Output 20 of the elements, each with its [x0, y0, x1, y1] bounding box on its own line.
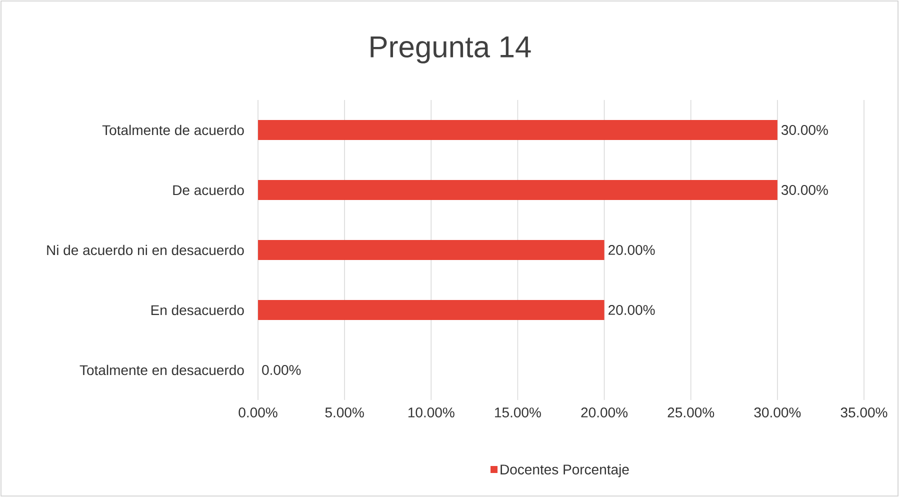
y-tick-label: Totalmente de acuerdo [102, 124, 244, 136]
x-tick-label: 0.00% [238, 408, 278, 418]
y-tick-label: De acuerdo [173, 184, 244, 196]
x-tick-label: 5.00% [325, 408, 364, 418]
data-label: 30.00% [781, 125, 828, 135]
data-label: 20.00% [608, 245, 655, 255]
data-label: 20.00% [608, 305, 655, 315]
y-tick-label: Totalmente en desacuerdo [80, 364, 244, 376]
x-tick-label: 25.00% [668, 408, 714, 418]
data-label: 0.00% [262, 365, 301, 375]
legend-label: Docentes Porcentaje [500, 464, 629, 478]
data-label: 30.00% [781, 185, 828, 195]
x-tick-label: 10.00% [408, 408, 454, 418]
x-tick-label: 30.00% [754, 408, 801, 418]
chart-title: Pregunta 14 [370, 36, 531, 64]
x-tick-label: 35.00% [840, 408, 888, 418]
x-tick-label: 20.00% [581, 408, 628, 418]
x-tick-label: 15.00% [495, 408, 541, 418]
y-tick-label: En desacuerdo [151, 304, 244, 316]
y-tick-label: Ni de acuerdo ni en desacuerdo [47, 244, 244, 256]
